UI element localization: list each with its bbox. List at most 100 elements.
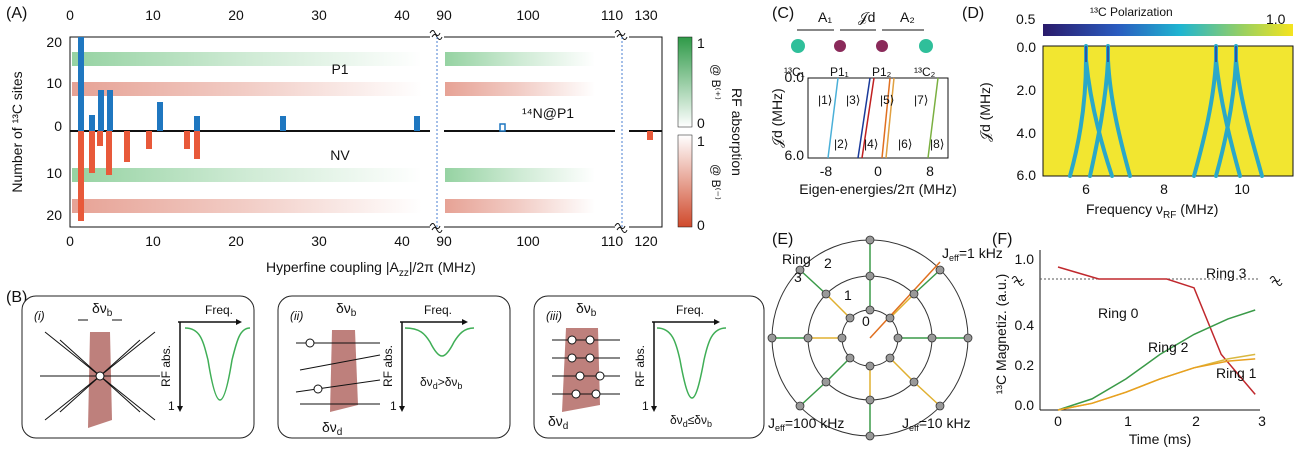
panel-a-bottom-axis: 0 10 20 30 40 90 100 110 120 Hyperfine c… — [66, 233, 658, 279]
n14-label: ¹⁴N@P1 — [522, 105, 574, 121]
tick-label: 8 — [1160, 181, 1168, 197]
tick-label: 20 — [46, 207, 62, 223]
p1-bar — [107, 90, 113, 131]
tick-label: 30 — [311, 7, 327, 23]
ring-number: 1 — [844, 287, 852, 303]
tick-label: 110 — [601, 233, 624, 249]
db-label: δνb — [576, 300, 597, 319]
nv-bar — [106, 131, 112, 175]
tick-label: 40 — [394, 7, 410, 23]
site-p1-1 — [834, 40, 846, 52]
tick-label: 30 — [311, 233, 327, 249]
tick-label: 1.0 — [1015, 251, 1035, 267]
panel-label-f: (F) — [992, 231, 1012, 248]
series-line-ring-2 — [1057, 353, 1256, 411]
p1-bar — [280, 116, 286, 131]
tick-label: 2 — [1192, 413, 1200, 429]
state-label: |2⟩ — [834, 137, 848, 151]
tick-label: 0 — [66, 233, 74, 249]
rf-label: RF abs. — [633, 345, 647, 387]
cb-label: 1.0 — [1266, 11, 1286, 27]
cb-label: 0 — [697, 217, 705, 233]
state-label: |3⟩ — [846, 93, 860, 107]
roman-label: (i) — [34, 309, 45, 323]
tick-label: -8 — [820, 163, 833, 179]
tick-label: 6.0 — [785, 147, 805, 163]
panel-a-xlabel: Hyperfine coupling |Azz|/2π (MHz) — [266, 259, 476, 279]
ring-word: Ring — [782, 251, 811, 267]
tick-label: 8 — [926, 163, 934, 179]
tick-label: 4.0 — [1017, 125, 1037, 141]
tick-label: 10 — [46, 75, 62, 91]
ring3-label: Ring 3 — [1206, 265, 1247, 281]
panel-a-nv-bars — [78, 131, 653, 221]
cb-field-label: @ B⁽⁻⁾ — [709, 164, 723, 200]
nv-bar — [97, 131, 103, 146]
freq-label: Freq. — [424, 303, 452, 317]
p1-bar — [194, 116, 200, 131]
series-line-ring-3 — [1057, 309, 1256, 411]
tick-label: 130 — [634, 7, 658, 23]
tick-label: 0 — [54, 118, 62, 134]
panel-label-c: (C) — [772, 5, 794, 22]
n14-bar — [499, 123, 506, 132]
state-label: |5⟩ — [880, 93, 894, 107]
tick-label: 0 — [66, 7, 74, 23]
panel-a-top-axis: 0 10 20 30 40 90 100 110 130 — [66, 7, 658, 23]
jeff-10-label: Jeff=10 kHz — [902, 415, 971, 433]
site-label: P1₂ — [872, 65, 892, 79]
nv-bar — [194, 131, 200, 159]
panel-d: ¹³C Polarization 0.5 1.0 0.0 2.0 4.0 6.0… — [977, 5, 1294, 221]
series-line-ring-0 — [1057, 266, 1256, 395]
tick-label: 0 — [1054, 413, 1062, 429]
state-label: |4⟩ — [864, 137, 878, 151]
tick-label: 10 — [145, 7, 161, 23]
tick-label: 10 — [46, 165, 62, 181]
site-label: ¹³C₂ — [914, 65, 936, 79]
roman-label: (ii) — [290, 309, 303, 323]
dd-label: δνd — [322, 419, 342, 438]
tick-label: 100 — [516, 7, 540, 23]
colorbar — [1043, 24, 1293, 36]
p1-bar — [98, 90, 104, 131]
panel-a-p1-bars — [78, 37, 506, 132]
rf-label: RF abs. — [381, 345, 395, 387]
p1-bar — [78, 37, 84, 131]
panel-label-b: (B) — [6, 289, 27, 306]
panel-f-curves — [1057, 266, 1256, 411]
tick-label: 20 — [46, 34, 62, 50]
panel-b: (i) δνb Freq. RF abs. 1 (ii) δνb δνd — [21, 295, 765, 439]
panel-label-e: (E) — [772, 231, 793, 248]
tick-label: 20 — [228, 233, 244, 249]
cb-label: 1 — [697, 35, 705, 51]
panel-label-a: (A) — [6, 5, 27, 22]
series-line-ring-1 — [1057, 358, 1256, 411]
nv-bar — [124, 131, 130, 162]
db-label: δνb — [92, 300, 113, 319]
cb-title: ¹³C Polarization — [1090, 5, 1173, 19]
one-label: 1 — [168, 399, 175, 413]
nv-bar — [78, 131, 84, 221]
panel-a-ylabel: Number of ¹³C sites — [9, 71, 25, 192]
ring1-label: Ring 1 — [1216, 365, 1257, 381]
state-label: |7⟩ — [914, 93, 928, 107]
one-label: 1 — [390, 399, 397, 413]
nv-bar — [647, 131, 653, 140]
cond-label: δνd≤δνb — [670, 413, 712, 429]
state-label: |1⟩ — [818, 93, 832, 107]
tick-label: 3 — [1258, 413, 1266, 429]
tick-label: 0.0 — [1017, 39, 1037, 55]
ring-number: 0 — [862, 313, 870, 329]
tick-label: 90 — [436, 233, 452, 249]
tick-label: 2.0 — [1017, 82, 1037, 98]
state-label: |6⟩ — [898, 137, 912, 151]
one-label: 1 — [642, 399, 649, 413]
cb-title: RF absorption — [729, 88, 745, 176]
a2-label: A₂ — [900, 9, 915, 25]
site-p1-2 — [876, 40, 888, 52]
panel-d-xlabel: Frequency νRF (MHz) — [1086, 201, 1218, 221]
tick-label: 40 — [394, 233, 410, 249]
freq-label: Freq. — [676, 303, 704, 317]
tick-label: 0.2 — [1015, 357, 1035, 373]
p1-bar — [157, 102, 163, 131]
